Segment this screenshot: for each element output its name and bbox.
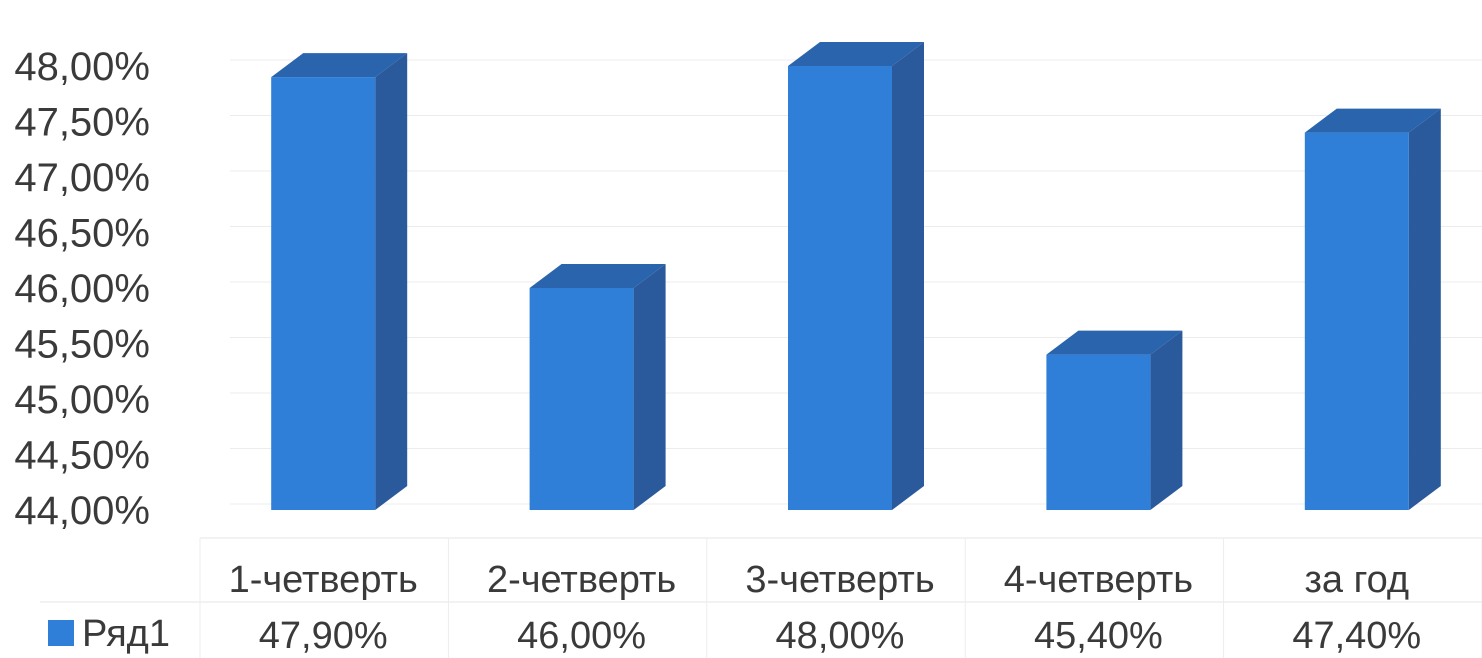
y-tick-label: 47,50% bbox=[14, 101, 150, 145]
y-tick-label: 48,00% bbox=[14, 45, 150, 89]
y-tick-label: 45,00% bbox=[14, 378, 150, 422]
bar-side bbox=[633, 264, 666, 510]
bar-front bbox=[529, 288, 634, 510]
legend-key bbox=[48, 620, 74, 646]
legend-series-name: Ряд1 bbox=[82, 613, 170, 655]
y-tick-label: 46,50% bbox=[14, 212, 150, 256]
bar-top bbox=[1046, 330, 1183, 355]
bar-side bbox=[1408, 108, 1441, 510]
category-label: 2-четверть bbox=[487, 559, 676, 601]
bar-top bbox=[271, 53, 408, 78]
bar bbox=[788, 42, 924, 510]
y-tick-label: 45,50% bbox=[14, 323, 150, 367]
category-label: 4-четверть bbox=[1004, 559, 1193, 601]
bars bbox=[271, 42, 1441, 510]
value-label: 45,40% bbox=[1034, 615, 1163, 657]
value-label: 48,00% bbox=[776, 615, 905, 657]
bar-side bbox=[1150, 330, 1183, 510]
value-label: 46,00% bbox=[517, 615, 646, 657]
bar-top bbox=[788, 42, 924, 66]
bar bbox=[1304, 108, 1441, 510]
category-label: 3-четверть bbox=[745, 559, 934, 601]
y-axis: 44,00% 44,50% 45,00% 45,50% 46,00% 46,50% 47,0… bbox=[14, 45, 150, 533]
y-tick-label: 47,00% bbox=[14, 156, 150, 200]
bar-top bbox=[1304, 108, 1441, 133]
bar-top bbox=[529, 264, 666, 288]
y-tick-label: 44,50% bbox=[14, 434, 150, 478]
y-tick-label: 44,00% bbox=[14, 489, 150, 533]
bar bbox=[271, 53, 408, 510]
bar bbox=[1046, 330, 1183, 510]
bar-front bbox=[1304, 132, 1409, 510]
bar-side bbox=[892, 42, 924, 510]
bar-front bbox=[1046, 354, 1151, 510]
category-label: за год bbox=[1304, 559, 1409, 601]
data-table: 1-четверть 47,90% 2-четверть 46,00% 3-четвер… bbox=[40, 537, 1482, 658]
value-label: 47,90% bbox=[259, 615, 388, 657]
bar-front bbox=[271, 77, 376, 510]
category-label: 1-четверть bbox=[229, 559, 418, 601]
bar bbox=[529, 264, 666, 510]
y-tick-label: 46,00% bbox=[14, 267, 150, 311]
value-label: 47,40% bbox=[1292, 615, 1421, 657]
bar-front bbox=[788, 66, 892, 510]
bar-side bbox=[375, 53, 408, 510]
